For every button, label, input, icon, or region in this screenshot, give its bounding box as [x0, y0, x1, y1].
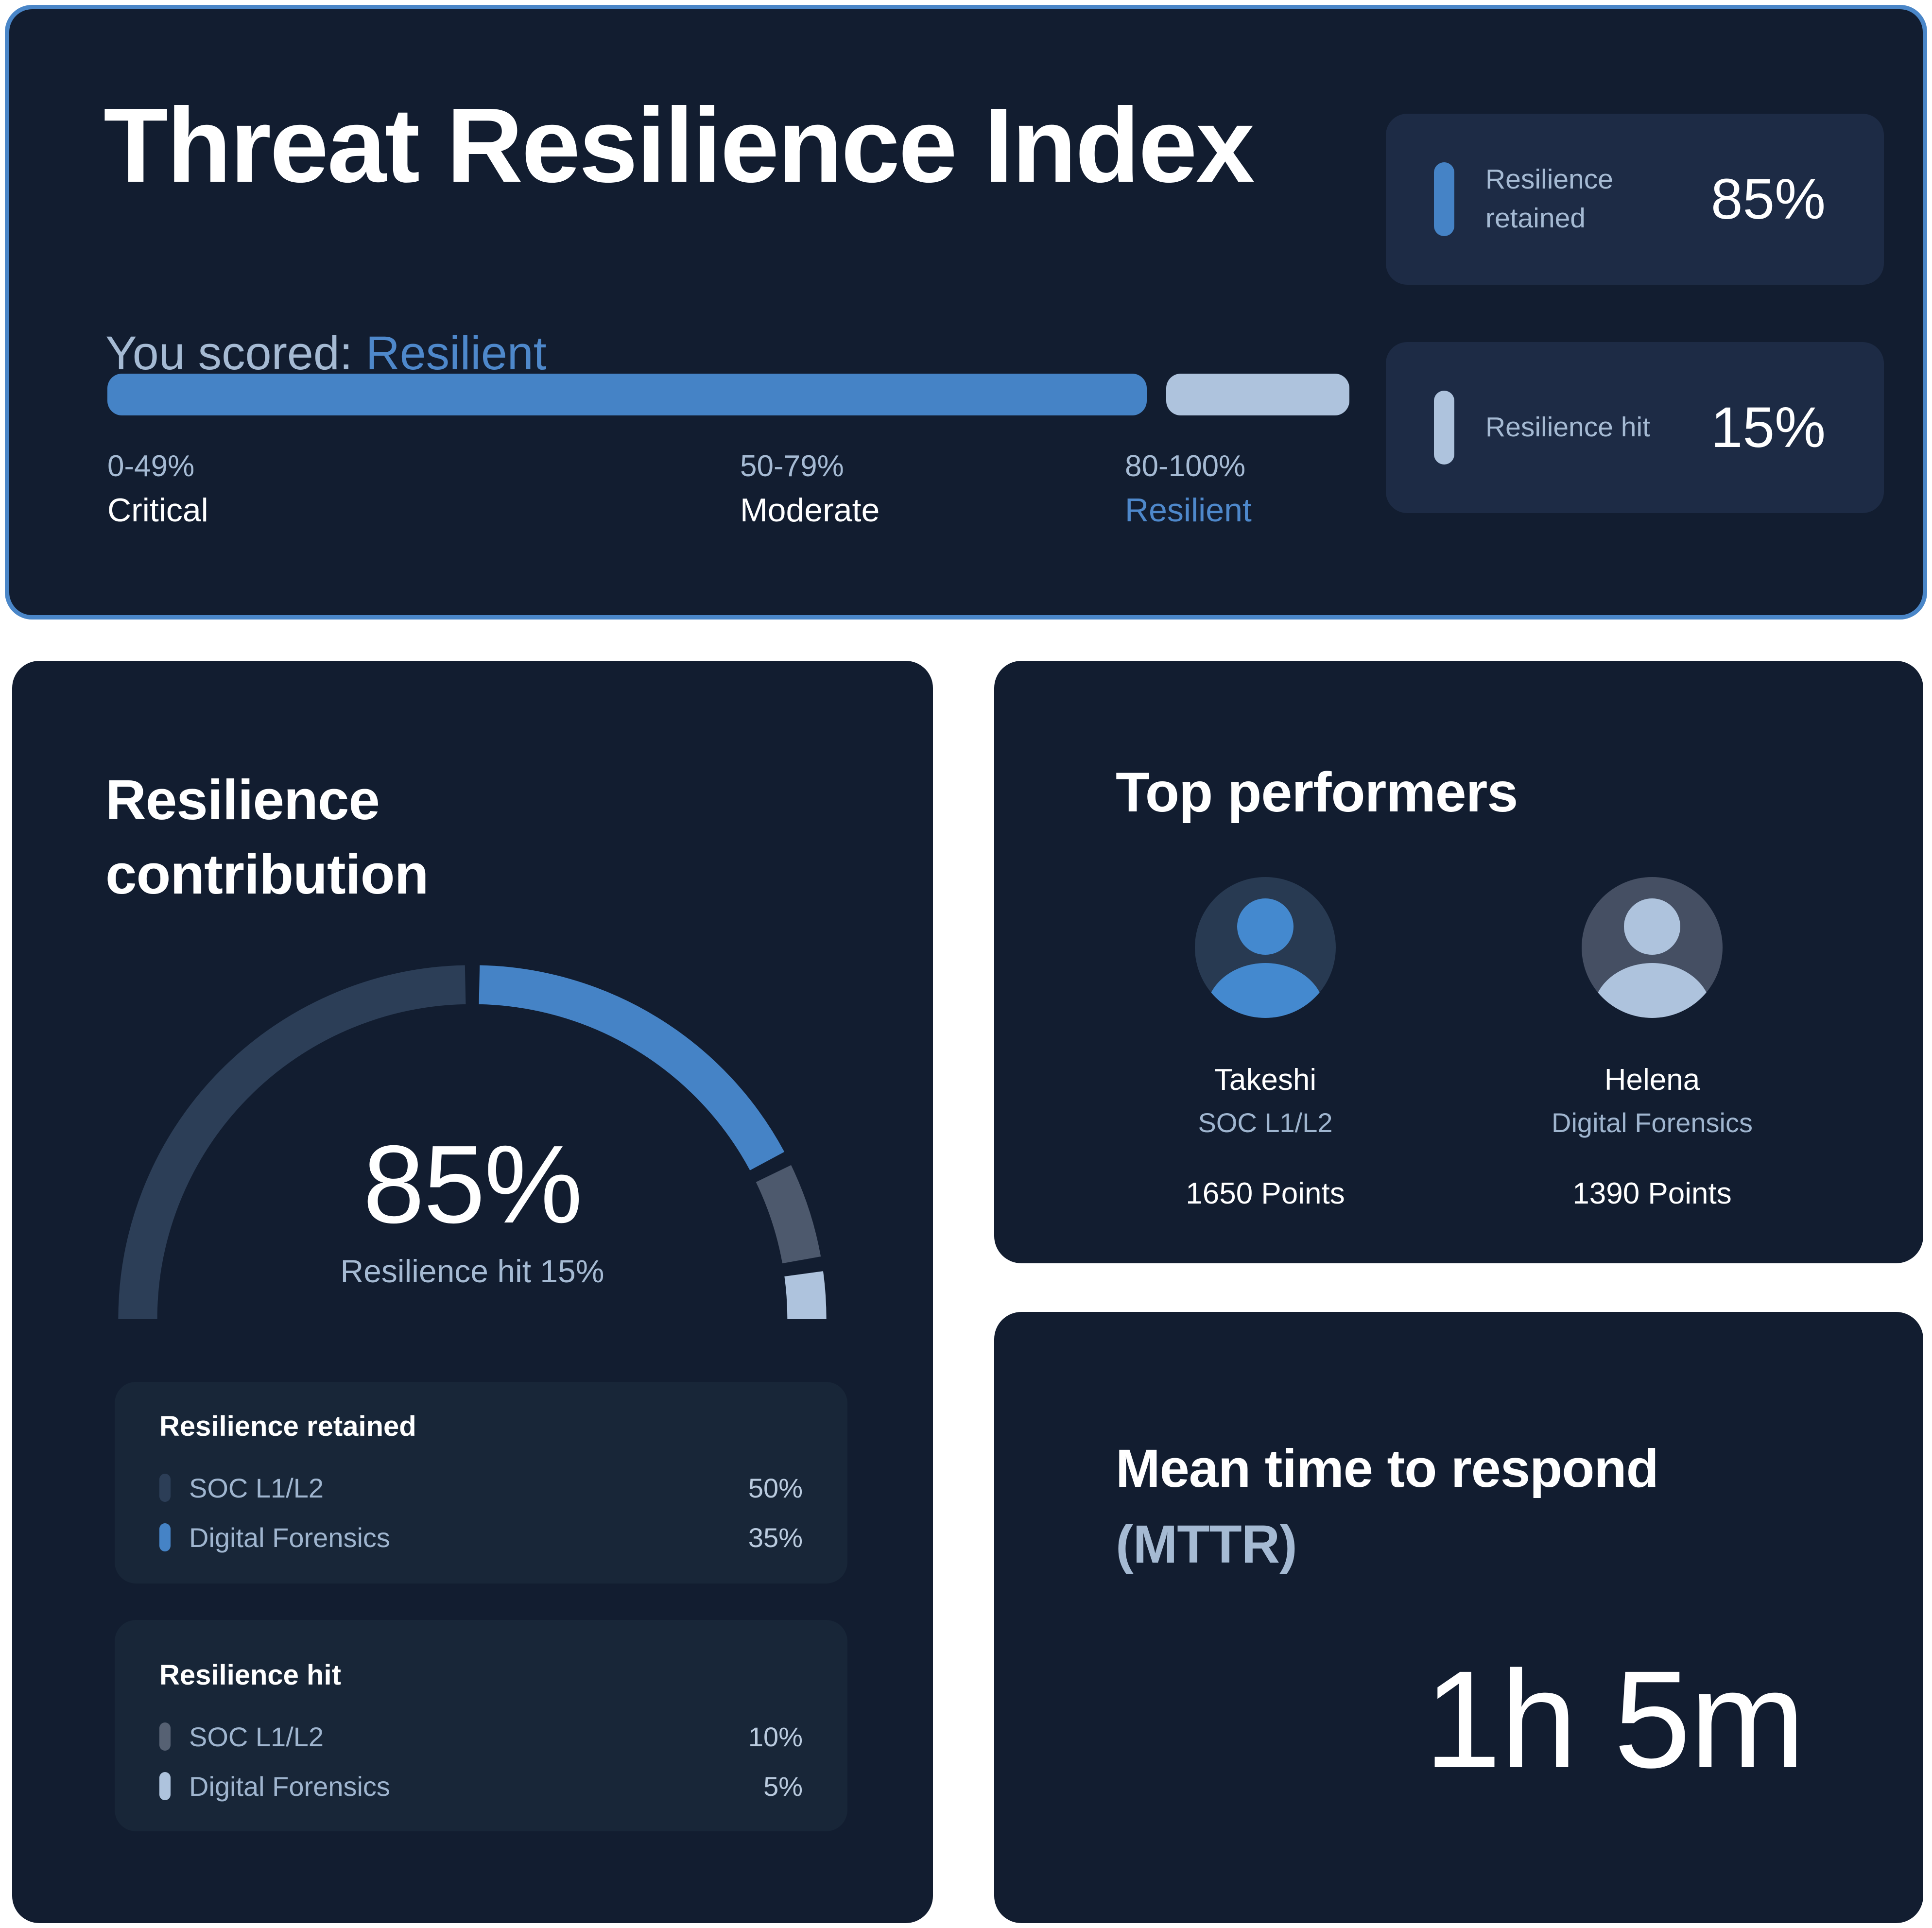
legend-pill-icon [159, 1772, 171, 1800]
resilience-progress-bar [107, 374, 1349, 415]
legend-row: SOC L1/L2 10% [159, 1712, 803, 1761]
mttr-card: Mean time to respond (MTTR) 1h 5m [994, 1312, 1923, 1923]
stat-resilience-retained: Resilience retained 85% [1386, 114, 1884, 285]
stat-label: Resilience hit [1485, 412, 1650, 443]
performer-takeshi: Takeshi SOC L1/L2 1650 Points [1072, 877, 1459, 1211]
stat-pill-icon [1434, 162, 1454, 236]
person-icon [1237, 898, 1294, 955]
legend-resilience-retained: Resilience retained SOC L1/L2 50% Digita… [115, 1382, 847, 1584]
section-title: Mean time to respond (MTTR) [1116, 1431, 1659, 1583]
legend-title: Resilience hit [159, 1659, 341, 1691]
mttr-value: 1h 5m [1424, 1642, 1805, 1797]
performer-name: Takeshi [1214, 1063, 1317, 1097]
legend-resilience-hit: Resilience hit SOC L1/L2 10% Digital For… [115, 1620, 847, 1831]
performer-name: Helena [1604, 1063, 1700, 1097]
gauge-center-value: 85% [362, 1123, 583, 1246]
performer-points: 1390 Points [1572, 1177, 1732, 1210]
progress-remainder [1166, 374, 1349, 415]
section-title: Top performers [1116, 761, 1518, 824]
threat-resilience-card: Threat Resilience Index You scored: Resi… [5, 5, 1927, 620]
score-scale: 0-49% Critical 50-79% Moderate 80-100% R… [107, 449, 1349, 546]
person-icon [1206, 963, 1325, 1018]
stat-value: 15% [1710, 396, 1826, 460]
stat-resilience-hit: Resilience hit 15% [1386, 342, 1884, 513]
stat-value: 85% [1710, 167, 1826, 231]
mttr-title: Mean time to respond [1116, 1439, 1659, 1498]
person-icon [1593, 963, 1711, 1018]
performer-role: SOC L1/L2 [1198, 1107, 1333, 1138]
legend-pill-icon [159, 1722, 171, 1751]
section-title: Resilience contribution [105, 768, 429, 906]
score-label: You scored: [105, 327, 353, 379]
legend-title: Resilience retained [159, 1411, 416, 1442]
legend-pill-icon [159, 1474, 171, 1502]
score-value: Resilient [365, 327, 547, 379]
scale-tick-resilient: 80-100% Resilient [1125, 449, 1252, 529]
performers-row: Takeshi SOC L1/L2 1650 Points Helena Dig… [1072, 877, 1846, 1211]
stat-pill-icon [1434, 391, 1454, 465]
legend-row: Digital Forensics 35% [159, 1513, 803, 1562]
scale-tick-moderate: 50-79% Moderate [740, 449, 880, 529]
top-performers-card: Top performers Takeshi SOC L1/L2 1650 Po… [994, 661, 1923, 1263]
avatar [1195, 877, 1336, 1018]
page-title: Threat Resilience Index [104, 86, 1255, 205]
performer-role: Digital Forensics [1552, 1107, 1753, 1138]
person-icon [1624, 898, 1680, 955]
score-line: You scored: Resilient [105, 326, 547, 380]
resilience-gauge: 85% Resilience hit 15% [101, 947, 844, 1320]
legend-row: Digital Forensics 5% [159, 1761, 803, 1811]
performer-points: 1650 Points [1186, 1177, 1345, 1210]
legend-row: SOC L1/L2 50% [159, 1463, 803, 1513]
stat-label: Resilience retained [1485, 164, 1613, 234]
resilience-contribution-card: Resilience contribution 85% Resilience h… [12, 661, 933, 1923]
progress-fill [107, 374, 1147, 415]
mttr-abbr: (MTTR) [1116, 1515, 1297, 1575]
legend-pill-icon [159, 1523, 171, 1551]
avatar [1582, 877, 1723, 1018]
performer-helena: Helena Digital Forensics 1390 Points [1459, 877, 1846, 1211]
scale-tick-critical: 0-49% Critical [107, 449, 208, 529]
gauge-caption: Resilience hit 15% [340, 1253, 604, 1289]
gauge-arc [118, 965, 827, 1320]
